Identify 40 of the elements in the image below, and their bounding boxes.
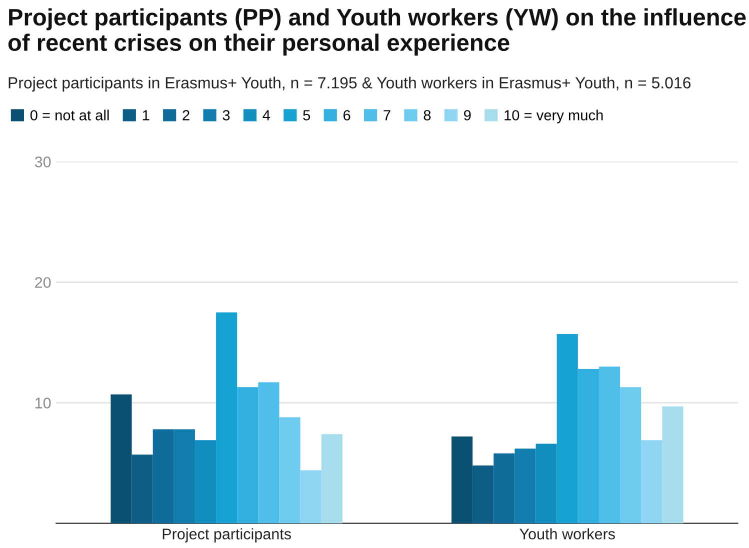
bar [620, 387, 642, 524]
bar [321, 434, 342, 524]
bar [598, 366, 620, 524]
bar [132, 454, 153, 524]
bar [494, 453, 515, 524]
x-tick-label: Youth workers [520, 528, 615, 540]
bar [536, 444, 557, 524]
bar [556, 334, 578, 524]
legend-label: 0 = not at all [30, 110, 109, 120]
bar [578, 369, 599, 524]
chart-title: Project participants (PP) and Youth workers (YW) on the influence of recent crises on their personal experience [8, 8, 746, 56]
chart-subtitle: Project participants in Erasmus+ Youth, n = 7.195 & Youth workers in Erasmus+ Youth, n = 5.016 [8, 76, 691, 92]
legend-label: 9 [464, 110, 471, 120]
y-tick-label: 10 [35, 398, 51, 408]
bar [300, 470, 322, 524]
legend-label: 8 [424, 110, 431, 120]
bar [174, 429, 195, 524]
x-tick-label: Project participants [162, 528, 291, 542]
bar [641, 440, 662, 524]
bar [472, 465, 494, 524]
legend-label: 1 [142, 110, 150, 120]
bar [279, 417, 300, 524]
bar [514, 448, 536, 524]
bar [662, 406, 684, 524]
legend-label: 4 [262, 110, 270, 120]
legend-label: 7 [384, 110, 390, 120]
bar [152, 429, 174, 524]
bar [451, 436, 473, 524]
legend-label: 10 = very much [504, 110, 603, 124]
y-tick-label: 20 [35, 277, 51, 288]
bar [237, 387, 258, 524]
y-tick-label: 30 [34, 156, 51, 168]
bar [110, 394, 132, 524]
legend-label: 2 [182, 110, 190, 120]
legend-label: 3 [222, 110, 230, 120]
legend-label: 6 [343, 110, 350, 120]
legend-label: 5 [303, 110, 310, 120]
bar [216, 312, 238, 524]
bar [258, 382, 280, 524]
bar [194, 440, 216, 524]
